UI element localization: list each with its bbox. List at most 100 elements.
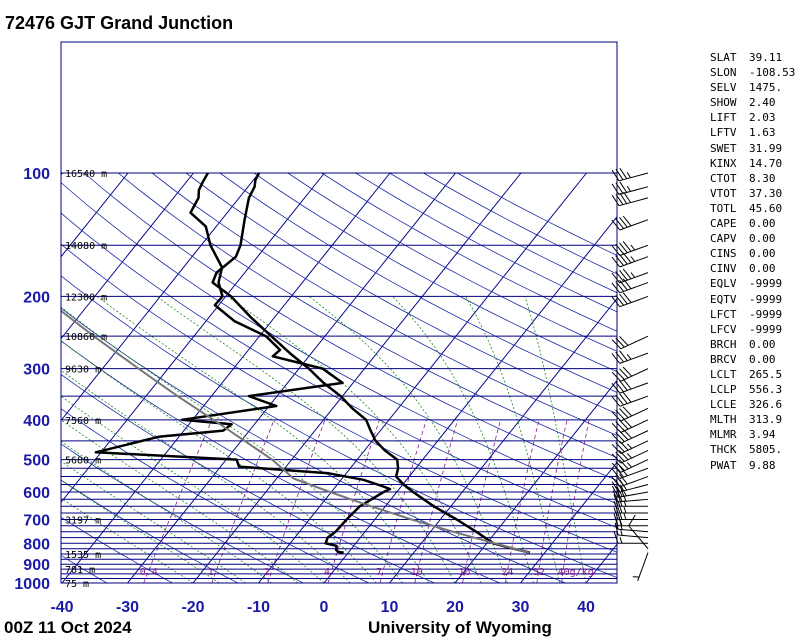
index-value: 556.3 bbox=[749, 383, 783, 397]
temperature-tick-label: -40 bbox=[50, 599, 73, 616]
wind-barb bbox=[611, 241, 649, 256]
height-label: 10860 m bbox=[65, 332, 107, 343]
wind-barbs bbox=[611, 167, 649, 581]
mixing-ratio-label: 0.4 bbox=[140, 567, 158, 578]
index-row: KINX 14.70 bbox=[710, 156, 800, 171]
dry-adiabat bbox=[185, 172, 617, 415]
mixing-ratio-label: 2 bbox=[264, 567, 270, 578]
wind-barb bbox=[611, 378, 649, 394]
wind-barb bbox=[611, 366, 649, 382]
index-row: SHOW 2.40 bbox=[710, 95, 800, 110]
dry-adiabat bbox=[61, 516, 174, 583]
mixing-ratio-label: 4 bbox=[324, 567, 330, 578]
index-key: SLAT bbox=[710, 51, 737, 64]
stability-indices: SLAT 39.11 SLON -108.53 SELV 1475. SHOW 2.40 LIF… bbox=[710, 50, 800, 473]
index-key: CAPE bbox=[710, 217, 737, 231]
dry-adiabat bbox=[117, 172, 617, 459]
wind-barb bbox=[611, 350, 649, 364]
mixing-ratio-line bbox=[267, 419, 326, 583]
index-row: PWAT 9.88 bbox=[710, 458, 800, 473]
index-value: 0.00 bbox=[749, 262, 776, 276]
index-key: CAPV bbox=[710, 232, 737, 246]
temperature-tick-label: -20 bbox=[181, 599, 204, 616]
index-value: -9999 bbox=[749, 322, 783, 336]
index-row: LIFT 2.03 bbox=[710, 110, 800, 125]
height-labels: 16540 m 14080 m 12300 m 10860 m 9630 m 7560 m… bbox=[65, 169, 107, 590]
index-value: 45.60 bbox=[749, 201, 783, 215]
pressure-tick-label: 200 bbox=[23, 289, 50, 306]
wind-barb bbox=[611, 252, 649, 268]
isotherm-line bbox=[127, 172, 456, 583]
isotherm-line bbox=[192, 172, 522, 583]
index-key: BRCH bbox=[710, 337, 737, 351]
wind-barb bbox=[632, 552, 649, 581]
wind-barb bbox=[628, 514, 649, 550]
index-row: LFCT -9999 bbox=[710, 307, 800, 322]
index-value: 0.00 bbox=[749, 337, 776, 351]
pressure-tick-label: 900 bbox=[23, 557, 50, 574]
height-label: 3197 m bbox=[65, 516, 101, 527]
temperature-tick-label: 10 bbox=[381, 599, 399, 616]
chart-title: 72476 GJT Grand Junction bbox=[5, 13, 233, 33]
temperature-tick-label: 30 bbox=[512, 599, 530, 616]
index-key: CTOT bbox=[710, 171, 737, 185]
index-row: MLMR 3.94 bbox=[710, 427, 800, 442]
index-row: EQLV -9999 bbox=[710, 276, 800, 291]
index-key: LCLE bbox=[710, 398, 737, 412]
index-key: LCLP bbox=[710, 383, 737, 397]
wind-barb bbox=[611, 473, 649, 488]
pressure-tick-label: 700 bbox=[23, 513, 50, 530]
height-label: 781 m bbox=[65, 565, 95, 576]
index-key: KINX bbox=[710, 156, 737, 170]
wind-barb bbox=[614, 522, 649, 539]
index-row: TOTL 45.60 bbox=[710, 201, 800, 216]
dry-adiabat bbox=[61, 408, 370, 583]
moist-adiabat bbox=[308, 296, 508, 583]
footer-time: 00Z 11 Oct 2024 bbox=[4, 618, 132, 637]
wind-barb bbox=[611, 391, 649, 407]
index-value: 313.9 bbox=[749, 413, 783, 427]
index-key: TOTL bbox=[710, 201, 737, 215]
mixing-ratio-line bbox=[143, 419, 213, 583]
height-label: 5680 m bbox=[65, 456, 101, 467]
index-row: EQTV -9999 bbox=[710, 292, 800, 307]
pressure-axis: 100 200 300 400 500 600 700 800 900 1000 bbox=[14, 166, 50, 593]
index-key: SLON bbox=[710, 66, 737, 80]
wind-barb bbox=[611, 335, 649, 350]
index-value: 8.30 bbox=[749, 171, 776, 185]
index-value: 31.99 bbox=[749, 141, 783, 155]
index-row: CAPV 0.00 bbox=[710, 231, 800, 246]
temperature-tick-label: 0 bbox=[320, 599, 329, 616]
temperature-axis: -40 -30 -20 -10 0 10 20 30 40 bbox=[50, 599, 595, 616]
isotherm-line bbox=[61, 172, 194, 340]
index-value: 265.5 bbox=[749, 367, 783, 381]
index-key: THCK bbox=[710, 443, 737, 457]
index-row: LCLE 326.6 bbox=[710, 397, 800, 412]
isotherm-line bbox=[61, 172, 391, 583]
index-value: 1475. bbox=[749, 81, 783, 95]
temperature-tick-label: 40 bbox=[577, 599, 595, 616]
wind-barb bbox=[613, 500, 649, 514]
isotherm-line bbox=[520, 461, 617, 583]
mixing-ratio-label: 24 bbox=[501, 567, 513, 578]
index-value: -9999 bbox=[749, 307, 783, 321]
pressure-tick-label: 1000 bbox=[14, 576, 50, 593]
moist-adiabat bbox=[156, 296, 456, 583]
index-key: CINS bbox=[710, 247, 737, 261]
height-label: 7560 m bbox=[65, 416, 101, 427]
dry-adiabat bbox=[61, 374, 436, 583]
index-row: MLTH 313.9 bbox=[710, 412, 800, 427]
parcel-trace bbox=[61, 309, 530, 554]
temperature-tick-label: 20 bbox=[446, 599, 464, 616]
index-key: LFCT bbox=[710, 307, 737, 321]
dry-adiabat bbox=[61, 554, 108, 583]
isotherm-line bbox=[389, 297, 617, 583]
wind-barb bbox=[611, 406, 649, 422]
wind-barb bbox=[611, 215, 649, 231]
temperature-trace bbox=[211, 172, 531, 554]
plot-grid bbox=[61, 172, 617, 583]
height-label: 14080 m bbox=[65, 241, 107, 252]
index-row: VTOT 37.30 bbox=[710, 186, 800, 201]
index-row: BRCV 0.00 bbox=[710, 352, 800, 367]
index-value: 326.6 bbox=[749, 398, 783, 412]
